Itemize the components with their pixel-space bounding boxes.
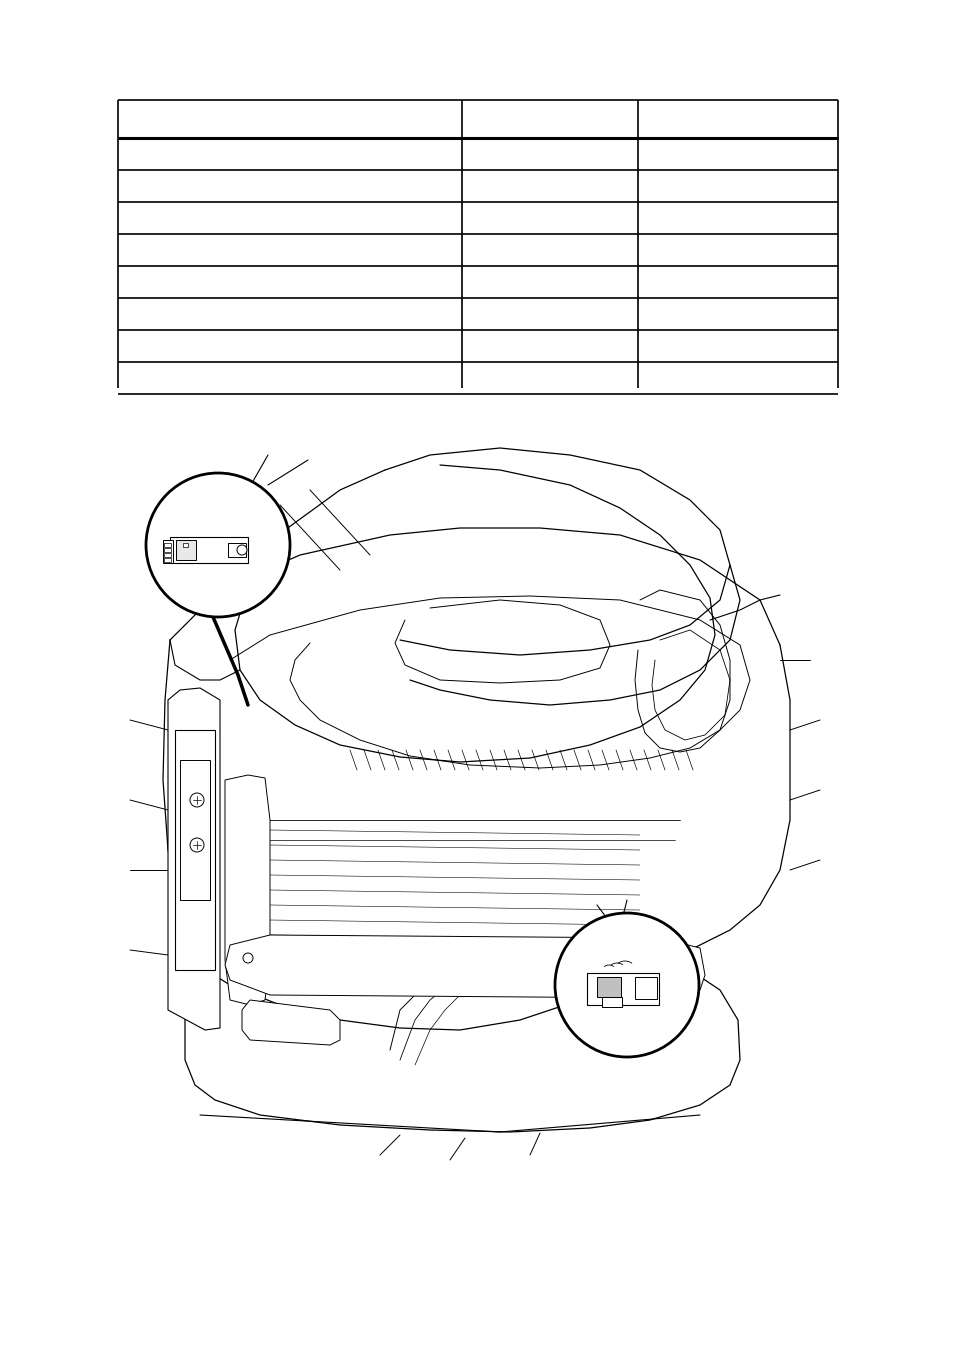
Polygon shape [168,688,220,1029]
Polygon shape [597,977,620,997]
Circle shape [243,952,253,963]
Circle shape [190,793,204,807]
Circle shape [190,838,204,852]
Polygon shape [164,558,171,562]
Polygon shape [586,973,659,1005]
Polygon shape [163,540,172,563]
Polygon shape [170,536,248,563]
Polygon shape [601,997,621,1006]
Polygon shape [225,935,704,998]
Polygon shape [228,543,246,557]
Polygon shape [225,775,270,1005]
Polygon shape [164,553,171,557]
Polygon shape [242,1000,339,1046]
Polygon shape [183,543,188,547]
Polygon shape [635,977,657,998]
Polygon shape [175,540,195,561]
Polygon shape [174,730,214,970]
Circle shape [236,544,247,555]
Polygon shape [164,549,171,553]
Polygon shape [164,543,171,547]
Polygon shape [180,761,210,900]
Circle shape [146,473,290,617]
Circle shape [555,913,699,1056]
